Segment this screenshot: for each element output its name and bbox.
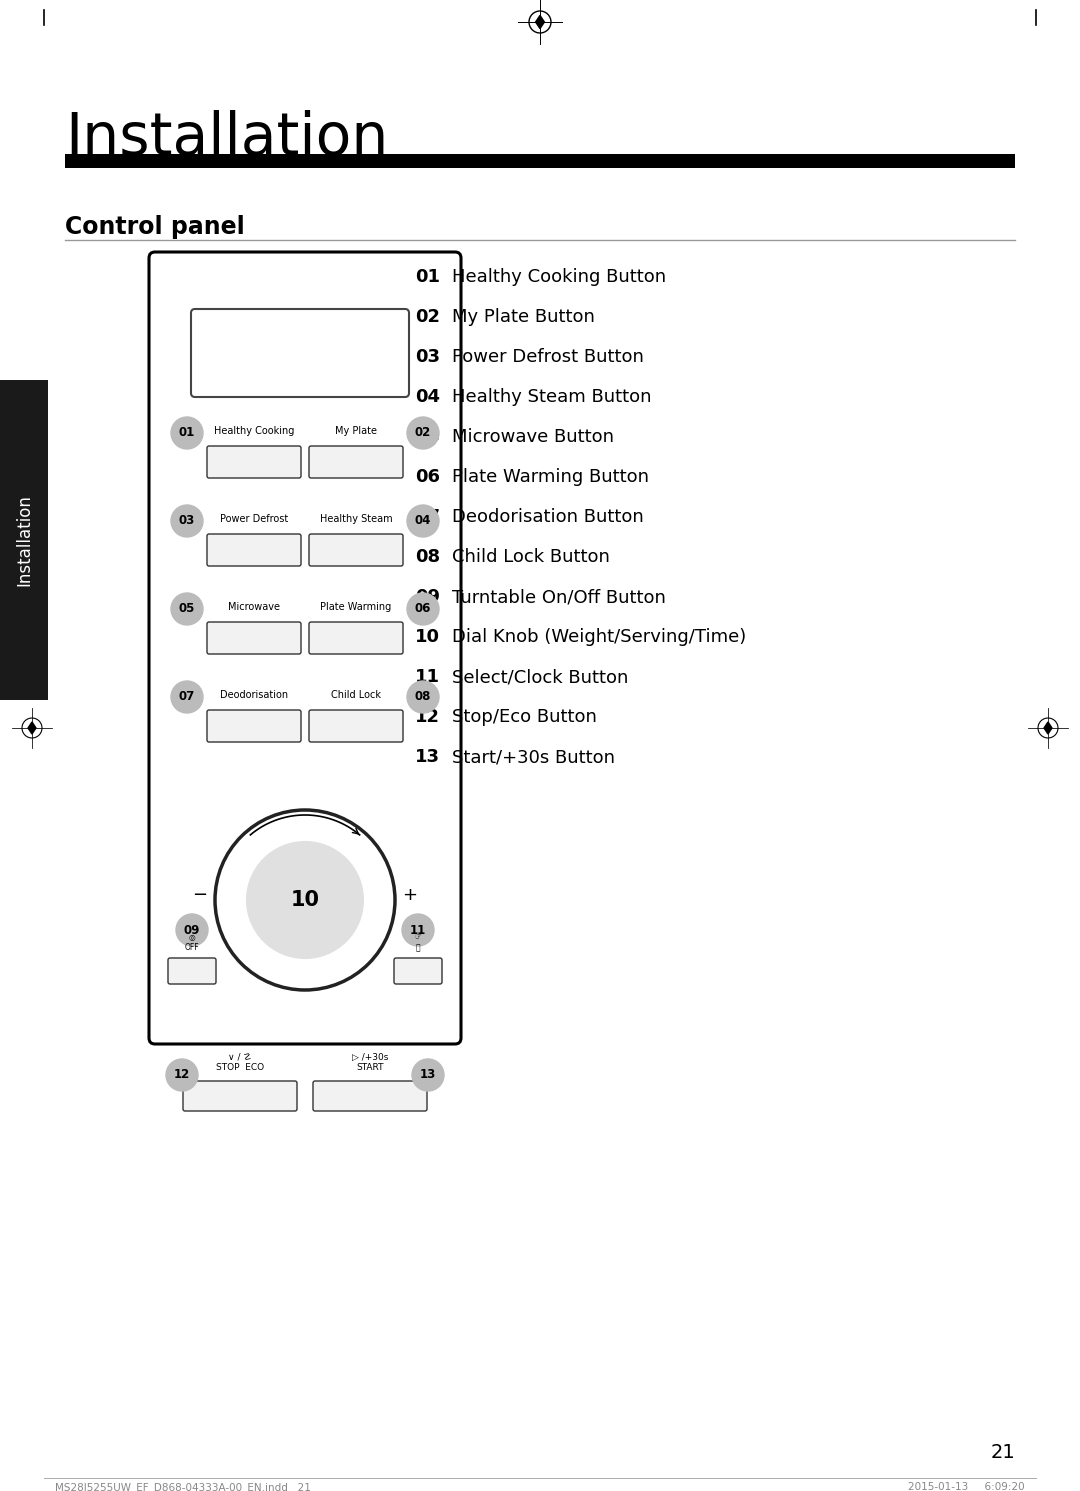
Text: Healthy Steam Button: Healthy Steam Button [453,388,651,406]
Text: 11: 11 [410,923,427,936]
Text: 05: 05 [179,602,195,616]
FancyBboxPatch shape [309,534,403,567]
Text: MS28J5255UW_EF_D868-04333A-00_EN.indd   21: MS28J5255UW_EF_D868-04333A-00_EN.indd 21 [55,1482,311,1491]
Circle shape [407,681,438,713]
Text: 08: 08 [415,549,441,567]
Circle shape [166,1059,198,1091]
Text: Child Lock Button: Child Lock Button [453,549,610,567]
Text: +: + [403,886,418,904]
Text: 13: 13 [420,1069,436,1081]
FancyBboxPatch shape [168,959,216,984]
Text: Healthy Cooking Button: Healthy Cooking Button [453,268,666,286]
Text: Dial Knob (Weight/Serving/Time): Dial Knob (Weight/Serving/Time) [453,628,746,646]
Text: 09: 09 [184,923,200,936]
Text: 13: 13 [415,748,440,766]
FancyBboxPatch shape [207,446,301,479]
Text: 06: 06 [415,468,440,486]
Text: Installation: Installation [65,110,389,167]
Text: Stop/Eco Button: Stop/Eco Button [453,708,597,726]
Circle shape [176,914,208,945]
Text: 10: 10 [415,628,440,646]
Text: ◎
OFF: ◎ OFF [185,932,200,951]
Text: 04: 04 [415,388,440,406]
Text: Plate Warming: Plate Warming [321,602,392,611]
Text: Microwave Button: Microwave Button [453,428,615,446]
Text: 01: 01 [415,268,440,286]
Text: 09: 09 [415,587,440,605]
Text: 2015-01-13     6:09:20: 2015-01-13 6:09:20 [908,1482,1025,1491]
FancyBboxPatch shape [207,710,301,743]
Text: 21: 21 [990,1443,1015,1463]
Text: Power Defrost Button: Power Defrost Button [453,347,644,365]
Text: 12: 12 [415,708,440,726]
Text: Turntable On/Off Button: Turntable On/Off Button [453,587,666,605]
FancyBboxPatch shape [313,1081,427,1111]
Circle shape [247,842,363,959]
FancyBboxPatch shape [207,622,301,655]
Circle shape [402,914,434,945]
FancyBboxPatch shape [309,622,403,655]
Circle shape [407,417,438,449]
Text: ☞
⏰: ☞ ⏰ [415,932,421,951]
Polygon shape [1044,722,1052,734]
Text: Installation: Installation [15,494,33,586]
Circle shape [407,593,438,625]
Text: Healthy Cooking: Healthy Cooking [214,426,294,435]
Circle shape [171,593,203,625]
Text: Deodorisation Button: Deodorisation Button [453,508,644,526]
Polygon shape [28,722,36,734]
Text: Plate Warming Button: Plate Warming Button [453,468,649,486]
Text: 04: 04 [415,514,431,528]
Circle shape [407,505,438,537]
Text: 11: 11 [415,668,440,686]
Text: Start/+30s Button: Start/+30s Button [453,748,615,766]
FancyBboxPatch shape [309,710,403,743]
Text: My Plate Button: My Plate Button [453,309,595,327]
Text: 07: 07 [415,508,440,526]
Text: 05: 05 [415,428,440,446]
Circle shape [411,1059,444,1091]
FancyBboxPatch shape [191,309,409,397]
Text: 08: 08 [415,690,431,704]
FancyBboxPatch shape [309,446,403,479]
FancyBboxPatch shape [183,1081,297,1111]
Text: Select/Clock Button: Select/Clock Button [453,668,629,686]
Text: Deodorisation: Deodorisation [220,690,288,699]
Text: 03: 03 [415,347,440,365]
Text: ∨ / ☡
STOP  ECO: ∨ / ☡ STOP ECO [216,1053,265,1072]
Text: 02: 02 [415,309,440,327]
Text: 07: 07 [179,690,195,704]
Text: ▷ /+30s
START: ▷ /+30s START [352,1053,388,1072]
FancyBboxPatch shape [207,534,301,567]
Text: 10: 10 [291,890,320,910]
Text: Child Lock: Child Lock [330,690,381,699]
Text: Control panel: Control panel [65,215,245,239]
FancyBboxPatch shape [149,252,461,1044]
Circle shape [171,681,203,713]
Bar [65,154,1015,168]
Bar [0,380,48,699]
Text: 03: 03 [179,514,195,528]
FancyBboxPatch shape [394,959,442,984]
Text: 01: 01 [179,426,195,440]
Text: Healthy Steam: Healthy Steam [320,514,392,523]
Text: 06: 06 [415,602,431,616]
Text: Microwave: Microwave [228,602,280,611]
Circle shape [171,505,203,537]
Polygon shape [536,15,544,28]
Text: −: − [192,886,207,904]
Circle shape [171,417,203,449]
Text: 02: 02 [415,426,431,440]
Text: 12: 12 [174,1069,190,1081]
Text: My Plate: My Plate [335,426,377,435]
Text: Power Defrost: Power Defrost [220,514,288,523]
